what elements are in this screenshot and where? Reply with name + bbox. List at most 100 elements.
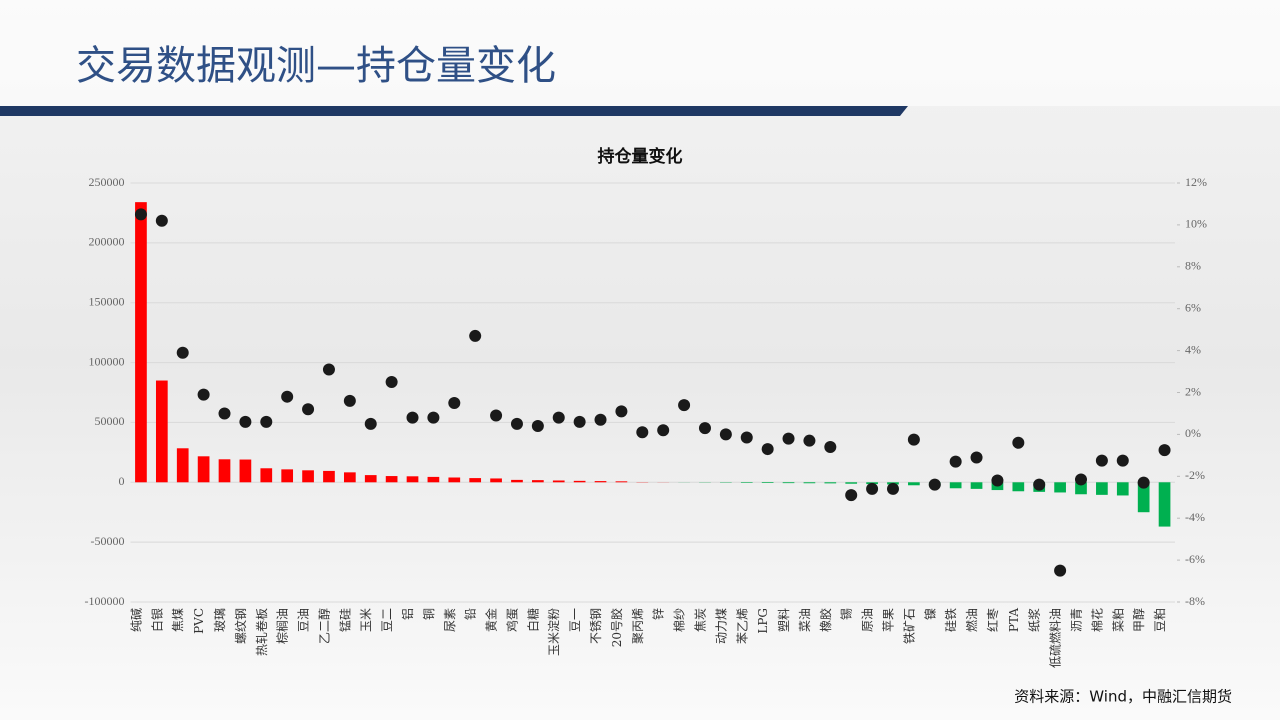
dot [552,411,565,424]
y-tick-label: 200000 [89,235,125,249]
source-note: 资料来源：Wind，中融汇信期货 [1014,688,1232,706]
bar [594,481,607,483]
dot [1116,454,1129,467]
x-tick-label: 燃油 [964,608,979,632]
y2-tick-label: 4% [1185,342,1201,356]
bar [615,481,628,483]
x-tick-label: 动力煤 [714,608,728,644]
x-tick-label: 铅 [464,608,478,620]
header-rule [0,106,908,116]
x-tick-label: 菜油 [798,608,812,632]
bar [385,476,398,483]
bar [740,482,753,483]
bar [239,459,252,483]
bar [511,479,523,483]
x-tick-label: 豆一 [568,608,582,632]
dot [406,411,419,424]
x-tick-label: 锡 [839,608,854,620]
x-tick-label: 尿素 [443,608,457,632]
dot [239,415,252,428]
x-tick-label: 铜 [421,608,436,620]
x-tick-label: LPG [756,608,770,634]
dot [970,451,983,464]
dot [1095,454,1108,467]
bar [845,482,858,484]
dot [678,399,691,412]
chart-title: 持仓量变化 [598,146,683,167]
x-tick-label: 镍 [923,608,937,620]
dot [719,428,732,441]
dot [907,433,920,446]
bar [908,482,920,486]
bar [532,480,544,483]
bar [803,482,816,484]
dot [343,394,356,407]
dot [427,411,440,424]
dot [594,413,607,426]
x-tick-label: 豆油 [297,608,311,632]
bar [970,482,983,489]
x-tick-label: PTA [1007,608,1021,632]
dot [448,396,461,409]
bar [406,476,419,483]
dot [490,409,503,422]
y-tick-label: 100000 [89,354,125,368]
bar [1096,482,1108,495]
bar [1158,482,1171,527]
x-tick-label: 螺纹钢 [234,608,248,644]
x-tick-label: 乙二醇 [316,608,331,644]
y-tick-label: -50000 [91,534,125,548]
dot [657,424,670,437]
y-tick-label: 250000 [89,175,125,189]
dot [155,214,168,227]
dot [573,415,586,428]
bar [281,469,294,483]
x-tick-label: 聚丙烯 [631,608,645,644]
bar [448,477,461,483]
dot [281,390,294,403]
x-tick-label: 纸浆 [1027,608,1042,632]
dot [1074,473,1087,486]
y2-tick-label: 0% [1185,426,1201,440]
x-tick-label: 橡胶 [818,608,833,632]
x-tick-label: 塑料 [776,608,791,632]
y2-tick-label: 10% [1185,217,1207,231]
x-tick-label: 沥青 [1069,608,1083,632]
dot [1033,478,1046,491]
y2-tick-label: -6% [1185,552,1205,566]
dot [218,407,231,420]
bar [1054,482,1066,493]
dot [636,426,649,439]
x-tick-label: 热轧卷板 [254,608,269,656]
dot [322,363,335,376]
dot [886,482,899,495]
bar [573,480,586,483]
dot [949,455,962,468]
x-tick-label: 苹果 [881,608,895,632]
bar [761,482,774,484]
bar [302,470,314,483]
y2-tick-label: -2% [1185,468,1205,482]
bar [218,459,231,483]
y-tick-label: -100000 [85,594,125,608]
x-tick-label: 白糖 [525,608,540,632]
bar [364,475,377,483]
x-tick-label: 纯碱 [129,608,143,632]
bar [469,478,482,483]
bar [260,468,273,483]
dot [364,417,377,430]
x-tick-label: 低硫燃料油 [1048,608,1063,668]
x-tick-label: 铝 [400,608,415,620]
dot [260,415,273,428]
bar [824,482,837,484]
bar [197,456,210,483]
x-tick-label: 红枣 [985,608,1000,632]
x-tick-label: 鸡蛋 [504,608,519,632]
x-tick-label: 焦煤 [171,608,185,632]
x-tick-label: 玻璃 [213,608,227,632]
dot [531,420,544,433]
dot [176,346,189,359]
x-tick-label: 不锈钢 [589,608,603,644]
